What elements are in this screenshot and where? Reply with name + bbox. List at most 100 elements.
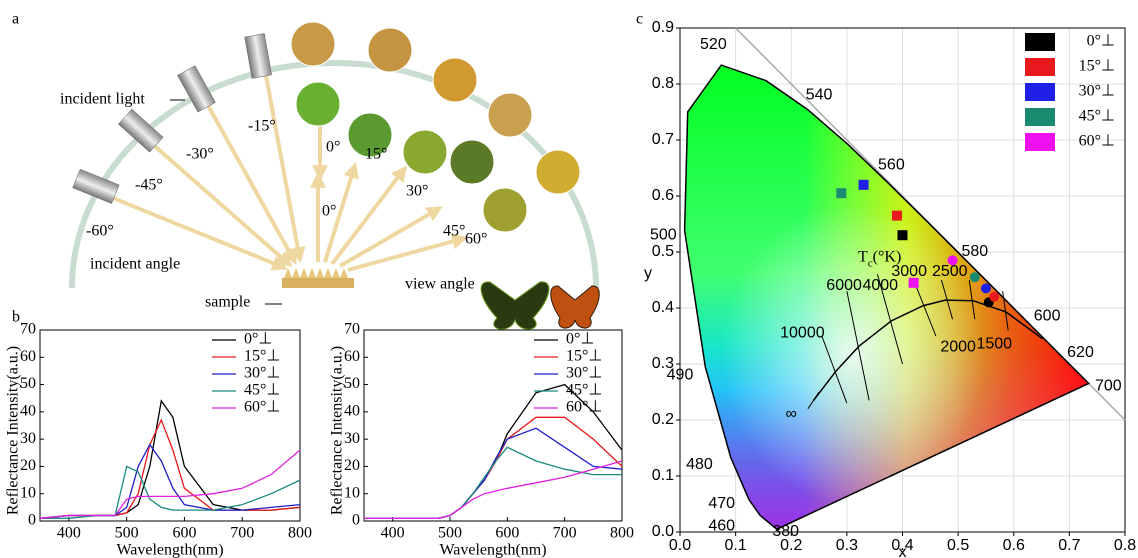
- cct-title-part: c: [868, 257, 873, 269]
- series-line: [39, 399, 301, 519]
- x-tick-label: 400: [381, 525, 405, 542]
- series-line: [39, 443, 301, 519]
- point: [969, 272, 980, 283]
- y-tick-label: 40: [20, 403, 36, 420]
- normal-label: 0°: [322, 203, 336, 220]
- panel-a: a incident light -15° -30° -45° -60° 0° …: [12, 11, 600, 330]
- series-line: [39, 418, 301, 519]
- x-tick-label: 0.3: [836, 537, 858, 554]
- point: [947, 255, 958, 266]
- y-tick-label: 70: [20, 321, 36, 338]
- legend-label: 45°⊥: [1079, 108, 1115, 125]
- cct-label: 10000: [780, 324, 825, 341]
- x-tick-label: 500: [438, 525, 462, 542]
- x-tick-label: 0.5: [947, 537, 969, 554]
- x-tick-label: 800: [288, 525, 312, 542]
- point: [836, 188, 847, 199]
- series-line: [39, 449, 301, 519]
- y-tick-label: 0.7: [652, 131, 674, 148]
- y-tick-label: 50: [344, 375, 360, 392]
- cct-title: Tc(°K): [858, 248, 901, 269]
- planckian-locus: [812, 299, 1044, 401]
- lamps: [72, 33, 272, 204]
- isotherm: [821, 335, 848, 404]
- locus-label: 620: [1067, 344, 1094, 361]
- locus-label: 600: [1034, 308, 1061, 325]
- legend-label: 45°⊥: [244, 382, 280, 399]
- isotherm: [940, 279, 954, 320]
- y-tick-label: 50: [20, 375, 36, 392]
- legend-label: 60°⊥: [566, 399, 602, 416]
- spectral-locus: [683, 64, 1090, 531]
- view-angle-label: 30°: [406, 183, 428, 200]
- point: [908, 277, 919, 288]
- x-tick-label: 600: [172, 525, 196, 542]
- x-tick-label: 600: [495, 525, 519, 542]
- legend-label: 0°⊥: [244, 331, 272, 348]
- y-tick-label: 0.6: [652, 187, 674, 204]
- legend-swatch: [1025, 133, 1055, 151]
- panel-label: a: [12, 11, 19, 28]
- x-tick-label: 800: [610, 525, 634, 542]
- legend-label: 0°⊥: [1087, 33, 1115, 50]
- point: [858, 179, 869, 190]
- isotherm: [968, 279, 976, 320]
- x-tick-label: 0.8: [1114, 537, 1136, 554]
- panel-label: b: [12, 309, 20, 326]
- x-tick-label: 700: [553, 525, 577, 542]
- y-tick-label: 0.0: [652, 523, 674, 540]
- legend-label: 15°⊥: [244, 348, 280, 365]
- legend-label: 30°⊥: [244, 365, 280, 382]
- cct-title-part: (°K): [873, 248, 902, 265]
- y-axis-label: Reflectance Intensity(a.u.): [5, 346, 22, 515]
- x-tick-label: 0.2: [780, 537, 802, 554]
- y-tick-label: 0.4: [652, 299, 674, 316]
- series-line: [364, 416, 623, 519]
- cct-label: 3000: [891, 263, 927, 280]
- locus-label: 500: [650, 226, 677, 243]
- sample-shape: [170, 99, 354, 305]
- y-tick-label: 20: [344, 457, 360, 474]
- incident-angle-label: -45°: [135, 177, 163, 194]
- point: [891, 210, 902, 221]
- panel-label: c: [636, 11, 643, 28]
- locus-label: 380: [772, 523, 799, 540]
- isotherm: [913, 279, 937, 337]
- butterflies: [480, 281, 600, 330]
- cct-label: 6000: [826, 277, 862, 294]
- x-tick-label: 400: [57, 525, 81, 542]
- series-line: [364, 446, 622, 519]
- x-tick-label: 700: [230, 525, 254, 542]
- rays: [107, 69, 469, 272]
- x-tick-label: 0.6: [1003, 537, 1025, 554]
- cct-label: 2000: [940, 338, 976, 355]
- cct-label: ∞: [786, 406, 797, 423]
- legend-label: 60°⊥: [1079, 133, 1115, 150]
- view-angle-title: view angle: [405, 276, 475, 293]
- y-tick-label: 60: [20, 348, 36, 365]
- legend-swatch: [1025, 33, 1055, 51]
- legend-label: 15°⊥: [566, 348, 602, 365]
- cct-label: 4000: [862, 277, 898, 294]
- y-tick-label: 0.3: [652, 355, 674, 372]
- legend-swatch: [1025, 58, 1055, 76]
- view-angle-label: 15°: [365, 146, 387, 163]
- legend-label: 30°⊥: [1079, 83, 1115, 100]
- y-tick-label: 20: [20, 457, 36, 474]
- locus-label: 490: [667, 366, 694, 383]
- plot-frame: [39, 329, 301, 522]
- locus-label: 480: [686, 456, 713, 473]
- cct-label: 1500: [976, 336, 1012, 353]
- legend-swatch: [1025, 108, 1055, 126]
- locus-label: 580: [961, 243, 988, 260]
- y-tick-label: 60: [344, 348, 360, 365]
- x-axis-label: Wavelength(nm): [439, 542, 546, 558]
- y-tick-label: 0.9: [652, 19, 674, 36]
- legend-swatch: [1025, 83, 1055, 101]
- locus-label: 560: [878, 156, 905, 173]
- y-tick-label: 0.1: [652, 467, 674, 484]
- y-tick-label: 30: [20, 430, 36, 447]
- view-angle-label: 60°: [465, 231, 487, 248]
- point: [980, 283, 991, 294]
